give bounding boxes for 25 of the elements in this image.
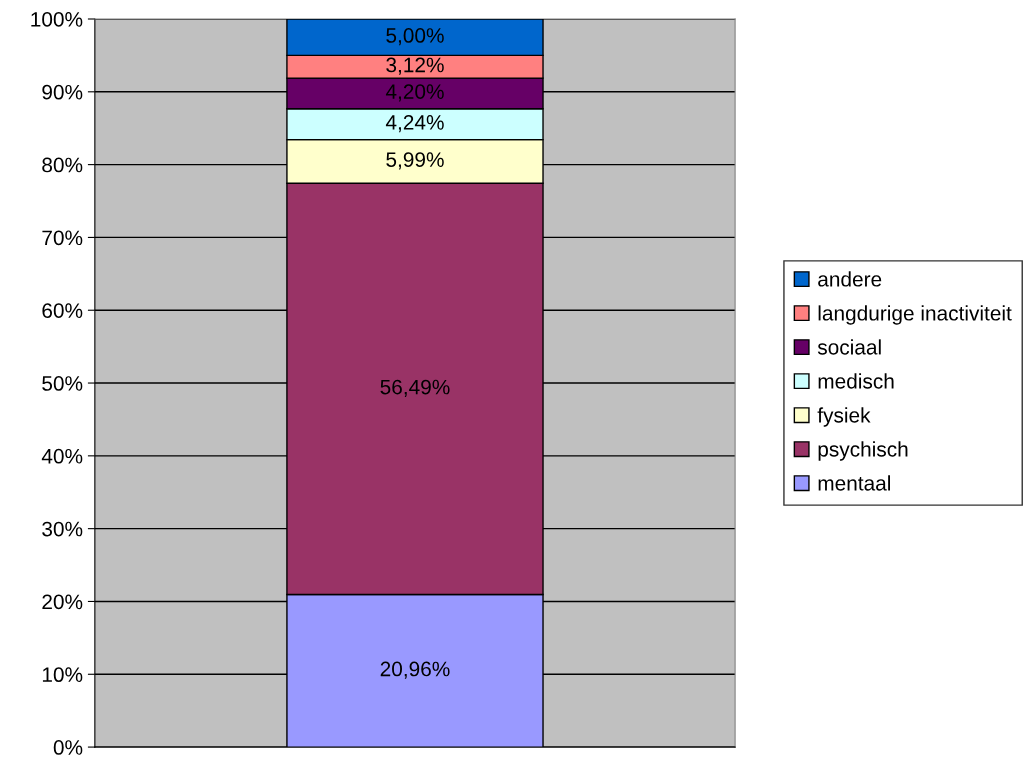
data-label: 4,20% [385, 84, 444, 102]
legend-label: andere [818, 271, 882, 287]
y-tick-label: 60% [42, 303, 83, 318]
y-tick-label: 0% [53, 740, 83, 755]
data-label: 5,00% [386, 28, 444, 46]
y-tick-label: 50% [42, 376, 83, 391]
data-label: 3,12% [386, 57, 444, 75]
y-tick-label: 30% [42, 521, 83, 537]
y-tick-label: 70% [42, 230, 83, 246]
data-label: 20,96% [380, 661, 450, 679]
y-tick-label: 80% [42, 157, 83, 173]
legend-label: langdurige inactiviteit [818, 305, 1012, 325]
data-label: 56,49% [380, 379, 450, 397]
legend-label: psychisch [818, 441, 908, 461]
legend-label: medisch [818, 373, 894, 389]
data-label: 5,99% [386, 152, 444, 170]
y-tick-label: 20% [42, 594, 83, 610]
legend-label: fysiek [817, 407, 871, 427]
data-label: 4,24% [385, 114, 444, 133]
legend-label: mentaal [818, 475, 890, 491]
legend-label: sociaal [817, 339, 881, 355]
y-tick-label: 100% [31, 12, 83, 27]
y-tick-label: 40% [41, 448, 83, 464]
y-tick-label: 90% [42, 84, 83, 100]
y-tick-label: 10% [42, 667, 83, 683]
